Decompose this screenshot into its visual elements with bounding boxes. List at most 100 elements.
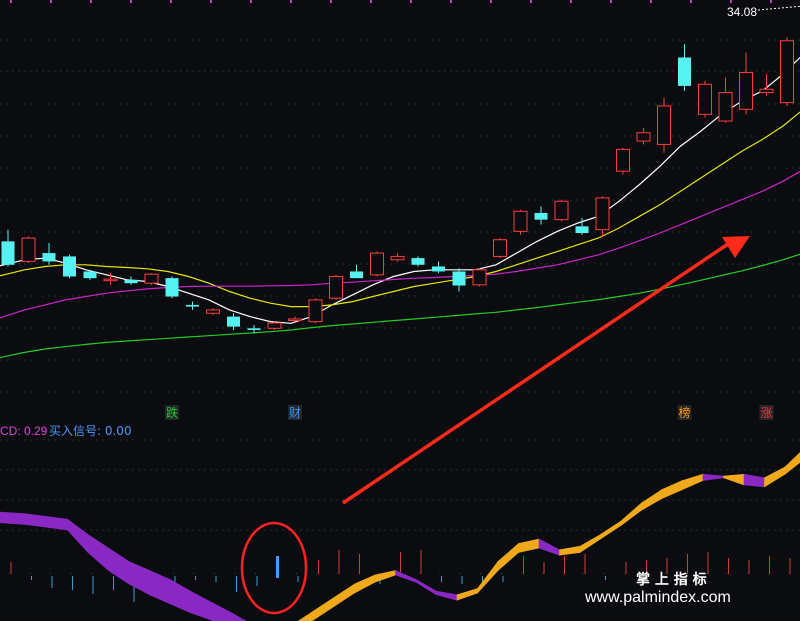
indicator-band [641, 488, 663, 511]
indicator-band [538, 538, 560, 556]
indicator-signal-label: 买入信号: 0.00 [49, 424, 132, 438]
indicator-bar-tick: · [480, 571, 482, 578]
candle-body [616, 148, 630, 172]
indicator-bar-tick: · [439, 571, 441, 578]
top-border-dot [490, 0, 492, 3]
top-border-dot [90, 0, 92, 3]
candle [616, 147, 630, 175]
candle-body [493, 239, 507, 257]
candle-body [513, 210, 528, 232]
ma-line [0, 170, 800, 319]
candlesticks [1, 37, 794, 334]
ma-line [0, 56, 800, 324]
indicator-bar-tick: · [255, 571, 257, 578]
indicator-band [128, 561, 150, 596]
last-price-label: 34.08 [727, 5, 757, 19]
candle-body [1, 241, 15, 265]
candle [472, 268, 487, 287]
top-border-dot [330, 0, 332, 3]
top-border-dot [370, 0, 372, 3]
candle-body [144, 273, 159, 284]
candle [329, 274, 343, 300]
candle-body [227, 316, 240, 327]
indicator-band [313, 596, 335, 621]
candle-body [350, 271, 363, 279]
indicator-bar-tick: · [50, 571, 52, 578]
candle [698, 80, 712, 118]
indicator-band [108, 547, 130, 585]
top-border-dot [450, 0, 452, 3]
indicator-band [661, 480, 683, 499]
event-marker-label: 财 [289, 406, 301, 420]
top-border-dot [570, 0, 572, 3]
candle-body [759, 88, 774, 94]
indicator-band [67, 518, 89, 554]
candle-body [472, 269, 487, 286]
candle-body [165, 278, 179, 297]
indicator-bar-tick: · [29, 571, 31, 578]
indicator-band [0, 511, 27, 525]
indicator-band [169, 578, 191, 614]
indicator-bar-tick: · [111, 571, 113, 578]
candle [636, 127, 651, 145]
indicator-band [46, 516, 68, 531]
candle [513, 209, 528, 235]
indicator-bar-tick: · [542, 571, 544, 578]
indicator-panel: ········································ [0, 452, 800, 621]
candle-body [21, 237, 36, 262]
candle-body [432, 266, 445, 272]
indicator-band [297, 610, 314, 621]
candle-body [42, 253, 56, 262]
candle [534, 206, 548, 225]
indicator-band [579, 533, 601, 554]
candle-body [124, 279, 138, 284]
indicator-band [600, 520, 622, 540]
candle-body [267, 322, 282, 329]
indicator-bar-tick: · [767, 571, 769, 578]
indicator-main-label: CD: 0.29 [0, 424, 48, 438]
candle [144, 273, 159, 285]
top-border-dot [530, 0, 532, 3]
indicator-bar-tick: · [562, 571, 564, 578]
event-markers: 跌财榜涨 [165, 405, 774, 420]
candle-body [186, 304, 199, 307]
indicator-band [682, 473, 704, 490]
indicator-bar-tick: · [624, 571, 626, 578]
candle-body [308, 299, 323, 323]
candle [350, 264, 363, 279]
candle [411, 256, 425, 267]
indicator-bar-tick: · [316, 571, 318, 578]
ma-line [0, 253, 800, 359]
indicator-bar-tick: · [685, 571, 687, 578]
last-price-pointer [757, 5, 800, 11]
top-border-dot [170, 0, 172, 3]
indicator-band [436, 590, 458, 601]
candle-body [63, 256, 76, 277]
event-marker-bg [165, 405, 179, 420]
candle-body [718, 92, 733, 122]
candle [739, 52, 753, 115]
candle [759, 74, 774, 96]
indicator-band [87, 533, 109, 572]
top-border-dot [290, 0, 292, 3]
indicator-band [456, 588, 478, 601]
indicator-bar-tick: · [501, 571, 503, 578]
candle-body [83, 271, 97, 279]
candle [206, 308, 220, 315]
candle-body [780, 40, 794, 104]
candle [247, 324, 261, 334]
candle [103, 273, 118, 285]
event-marker: 榜 [677, 405, 692, 420]
candle-body [288, 318, 302, 321]
indicator-bar-tick: · [603, 571, 605, 578]
candle-body [370, 252, 384, 276]
candle [1, 229, 15, 267]
event-marker: 跌 [165, 405, 179, 420]
event-marker-label: 跌 [166, 405, 178, 420]
candle [390, 253, 405, 262]
indicator-bar-tick: · [193, 571, 195, 578]
top-border-dot [690, 0, 692, 3]
candle-body [206, 309, 220, 314]
candle [165, 276, 179, 299]
